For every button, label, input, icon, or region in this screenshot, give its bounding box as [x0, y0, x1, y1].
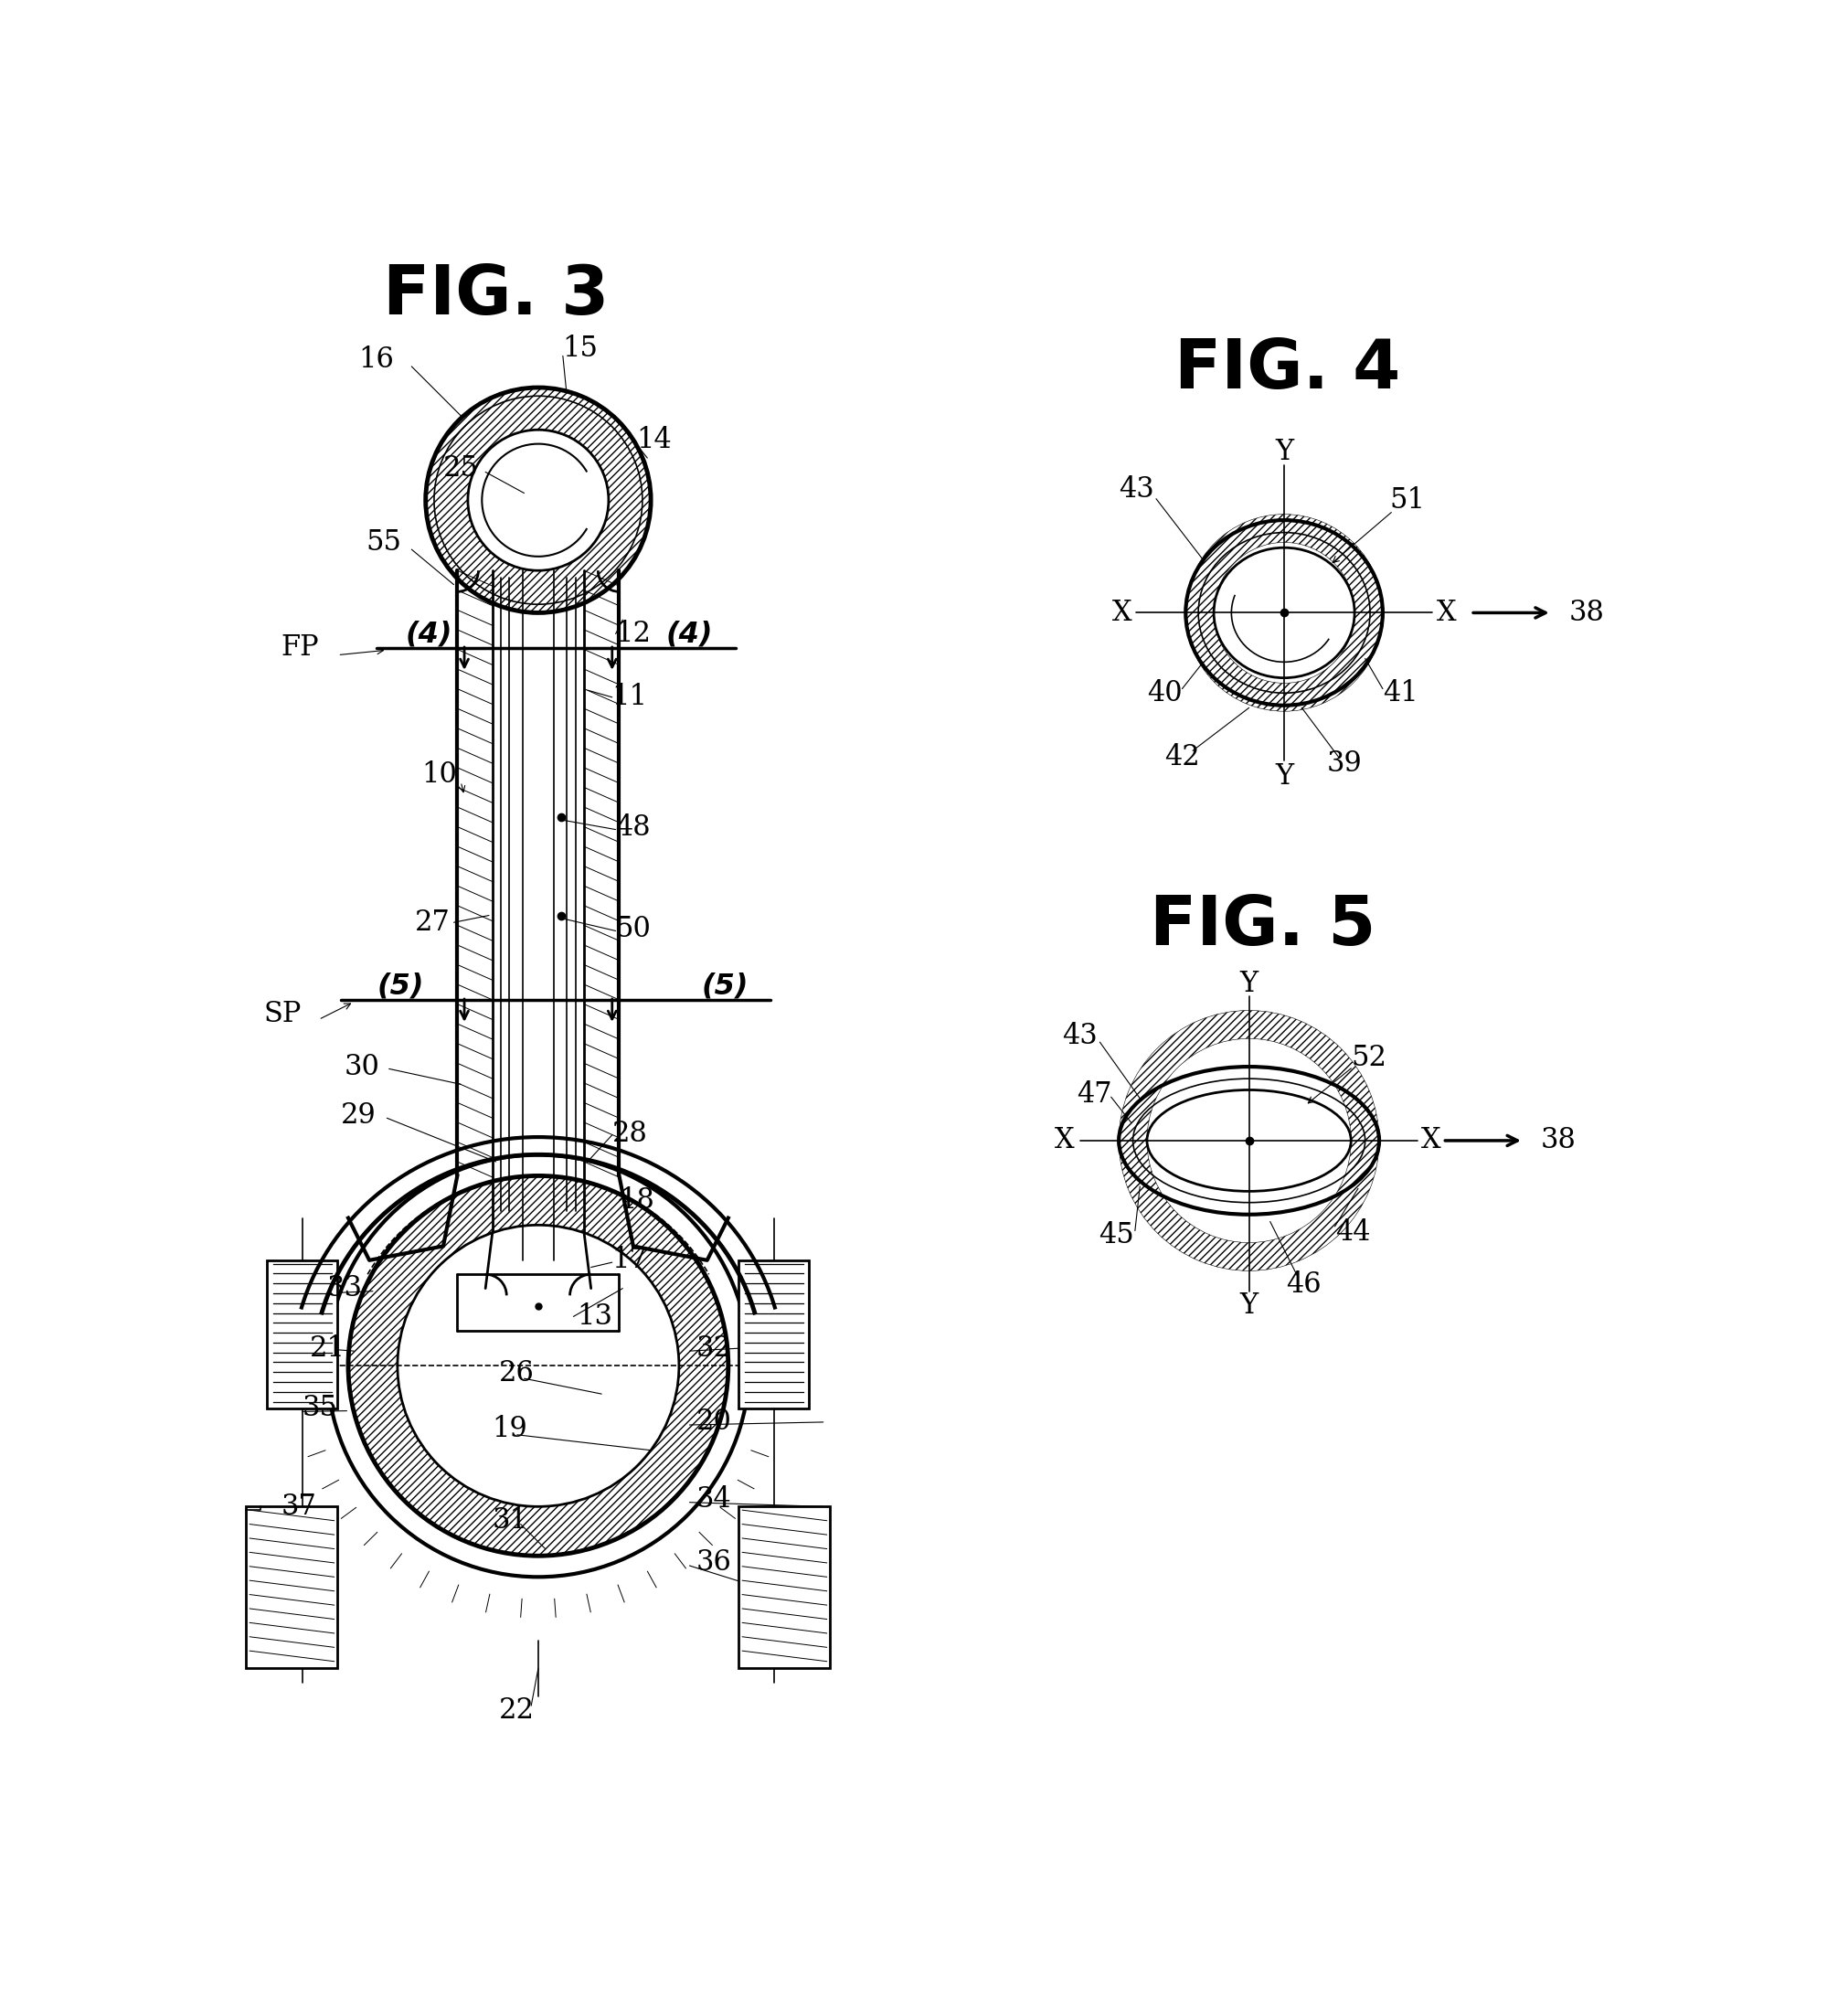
Text: 29: 29	[342, 1101, 377, 1131]
Text: 30: 30	[344, 1053, 381, 1081]
Text: 20: 20	[697, 1409, 732, 1437]
Text: 18: 18	[619, 1187, 654, 1215]
Text: 19: 19	[492, 1415, 529, 1443]
Text: 52: 52	[1351, 1043, 1386, 1071]
Text: 17: 17	[612, 1247, 647, 1275]
Text: Y: Y	[1275, 761, 1294, 789]
Text: FIG. 5: FIG. 5	[1149, 893, 1377, 959]
Text: FP: FP	[281, 633, 320, 661]
Text: 33: 33	[327, 1275, 362, 1303]
Text: 13: 13	[577, 1303, 612, 1331]
Text: X: X	[1112, 599, 1133, 627]
Text: 46: 46	[1286, 1271, 1321, 1299]
Text: 44: 44	[1336, 1219, 1371, 1247]
Text: 10: 10	[421, 761, 458, 789]
Text: 45: 45	[1100, 1221, 1135, 1251]
Text: X: X	[1421, 1127, 1440, 1155]
Text: 26: 26	[499, 1359, 534, 1387]
Text: 15: 15	[562, 336, 599, 364]
Text: (4): (4)	[405, 619, 453, 647]
Text: 55: 55	[366, 527, 401, 557]
Text: 25: 25	[444, 454, 479, 484]
Text: 43: 43	[1118, 476, 1155, 503]
Bar	[739, 1261, 809, 1409]
Text: 50: 50	[615, 915, 650, 943]
Text: 42: 42	[1164, 743, 1199, 771]
Text: 11: 11	[612, 683, 647, 711]
Text: FIG. 3: FIG. 3	[383, 262, 610, 330]
Text: Y: Y	[1240, 971, 1258, 999]
Text: 16: 16	[359, 346, 394, 374]
Text: X: X	[1055, 1127, 1074, 1155]
Text: 43: 43	[1063, 1023, 1098, 1051]
Text: 51: 51	[1390, 486, 1425, 513]
Text: 32: 32	[697, 1335, 732, 1363]
Text: 38: 38	[1569, 599, 1604, 627]
Text: Y: Y	[1275, 438, 1294, 466]
Text: (5): (5)	[377, 971, 425, 999]
Text: 36: 36	[697, 1548, 732, 1576]
Text: Y: Y	[1240, 1293, 1258, 1321]
Text: 34: 34	[697, 1485, 732, 1514]
Text: 14: 14	[638, 426, 673, 454]
Bar	[246, 1506, 338, 1668]
Text: FIG. 4: FIG. 4	[1175, 336, 1401, 404]
Text: X: X	[1436, 599, 1456, 627]
Text: 12: 12	[615, 619, 650, 647]
Text: 35: 35	[303, 1395, 338, 1423]
Text: 37: 37	[281, 1493, 316, 1520]
Text: 28: 28	[612, 1119, 647, 1147]
Text: 27: 27	[416, 909, 451, 937]
Text: 21: 21	[309, 1335, 346, 1363]
Text: (5): (5)	[700, 971, 748, 999]
Text: 38: 38	[1541, 1127, 1576, 1155]
Text: 48: 48	[615, 813, 650, 841]
Text: 47: 47	[1077, 1081, 1112, 1109]
Bar	[268, 1261, 338, 1409]
Text: 40: 40	[1148, 679, 1183, 707]
Text: 41: 41	[1382, 679, 1417, 707]
Text: 39: 39	[1327, 749, 1362, 779]
Text: 22: 22	[499, 1696, 534, 1724]
Text: SP: SP	[264, 999, 301, 1029]
Text: 31: 31	[492, 1506, 529, 1534]
Text: (4): (4)	[665, 619, 713, 647]
Bar	[739, 1506, 830, 1668]
